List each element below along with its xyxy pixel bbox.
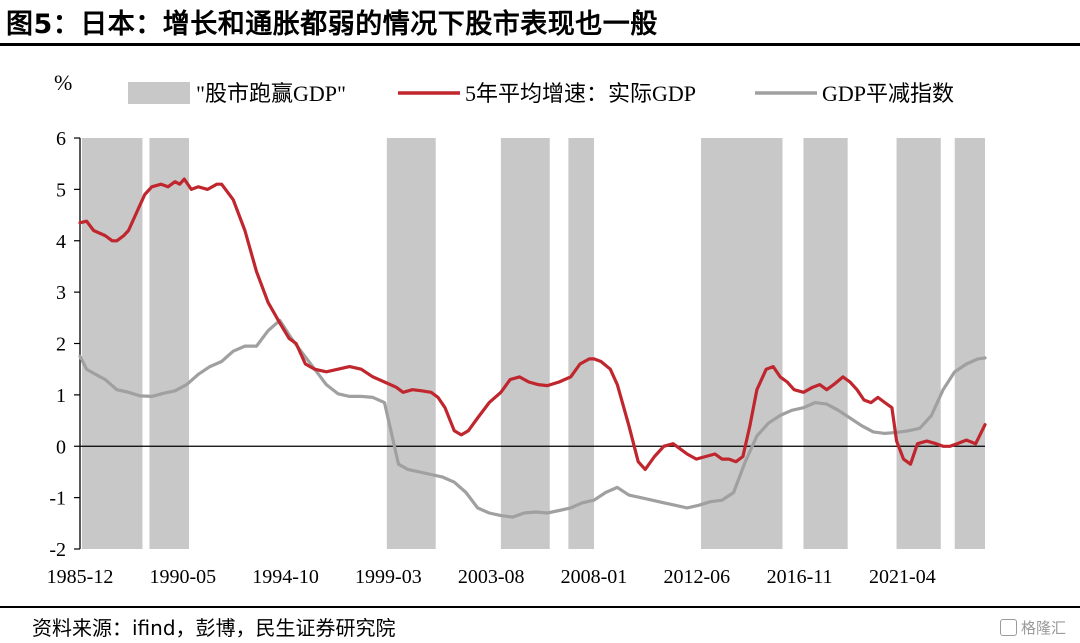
y-axis-unit: %: [54, 70, 72, 95]
shaded-period: [81, 138, 143, 549]
y-tick-label: 5: [56, 179, 66, 201]
shaded-period: [568, 138, 594, 549]
watermark: 格隆汇: [999, 617, 1066, 638]
shaded-period: [803, 138, 848, 549]
x-tick-label: 1985-12: [47, 566, 114, 588]
shaded-period: [896, 138, 941, 549]
shaded-period: [954, 138, 985, 549]
title-divider: [0, 43, 1080, 46]
y-tick-label: 6: [56, 128, 66, 150]
y-tick-label: 1: [56, 385, 66, 407]
legend-label-real-gdp: 5年平均增速：实际GDP: [465, 81, 696, 106]
shaded-period: [500, 138, 550, 549]
watermark-logo-icon: [999, 619, 1017, 636]
x-tick-label: 2003-08: [458, 566, 525, 588]
series-line-gdp-deflator: [78, 318, 987, 519]
y-tick-label: 0: [56, 436, 66, 458]
legend-label-shaded: "股市跑赢GDP": [196, 81, 346, 106]
x-tick-label: 2021-04: [869, 566, 936, 588]
x-tick-label: 1994-10: [252, 566, 319, 588]
y-tick-label: -2: [49, 539, 66, 561]
series-lines: [78, 177, 987, 519]
legend: "股市跑赢GDP" 5年平均增速：实际GDP GDP平减指数: [128, 81, 954, 106]
source-note: 资料来源：ifind，彭博，民生证券研究院: [32, 616, 396, 640]
x-tick-label: 2012-06: [663, 566, 730, 588]
shaded-periods: [81, 138, 985, 549]
y-tick-label: 4: [56, 231, 66, 253]
x-tick-label: 2016-11: [767, 566, 833, 588]
line-chart: -2 -1 0 1 2 3 4 5 6 1985-12 1990-05 1994-10 1999-03 2…: [47, 70, 987, 588]
axes: -2 -1 0 1 2 3 4 5 6 1985-12 1990-05 1994-10 1999-03 2…: [47, 128, 985, 588]
legend-label-gdp-deflator: GDP平减指数: [822, 81, 954, 106]
y-tick-label: 3: [56, 282, 66, 304]
y-tick-label: 2: [56, 334, 66, 356]
y-tick-label: -1: [49, 488, 66, 510]
x-tick-label: 1990-05: [149, 566, 216, 588]
footer-divider: [0, 606, 1080, 608]
x-tick-label: 2008-01: [561, 566, 628, 588]
shaded-period: [701, 138, 783, 549]
chart-title: 图5：日本：增长和通胀都弱的情况下股市表现也一般: [6, 9, 658, 40]
watermark-text: 格隆汇: [1020, 619, 1066, 637]
shaded-period: [386, 138, 436, 549]
x-tick-label: 1999-03: [355, 566, 422, 588]
shaded-period: [149, 138, 189, 549]
series-line-real-gdp: [78, 177, 987, 471]
legend-swatch-shaded: [128, 82, 190, 104]
